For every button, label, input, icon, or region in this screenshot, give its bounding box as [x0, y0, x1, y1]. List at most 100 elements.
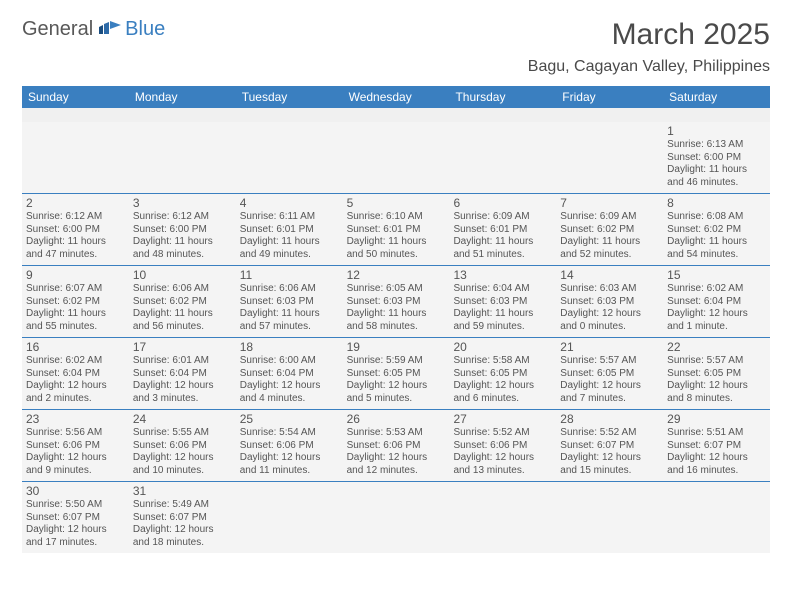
weekday-header: Tuesday: [236, 86, 343, 108]
day-line: Sunrise: 5:50 AM: [26, 499, 125, 512]
day-line: Daylight: 11 hours: [26, 308, 125, 321]
day-line: Sunrise: 6:00 AM: [240, 355, 339, 368]
day-line: Sunrise: 6:11 AM: [240, 211, 339, 224]
day-cell: 13Sunrise: 6:04 AMSunset: 6:03 PMDayligh…: [449, 266, 556, 337]
day-line: Sunrise: 5:53 AM: [347, 427, 446, 440]
day-line: Daylight: 11 hours: [133, 308, 232, 321]
day-line: Sunset: 6:03 PM: [453, 296, 552, 309]
day-number: 20: [453, 340, 552, 354]
day-number: 3: [133, 196, 232, 210]
day-line: and 1 minute.: [667, 321, 766, 334]
day-line: Daylight: 11 hours: [133, 236, 232, 249]
day-line: Sunset: 6:06 PM: [240, 440, 339, 453]
day-line: Sunset: 6:06 PM: [133, 440, 232, 453]
week-row: 30Sunrise: 5:50 AMSunset: 6:07 PMDayligh…: [22, 482, 770, 553]
day-number: 21: [560, 340, 659, 354]
day-line: and 55 minutes.: [26, 321, 125, 334]
day-number: 19: [347, 340, 446, 354]
day-line: and 56 minutes.: [133, 321, 232, 334]
week-row: 1Sunrise: 6:13 AMSunset: 6:00 PMDaylight…: [22, 122, 770, 194]
day-cell: 22Sunrise: 5:57 AMSunset: 6:05 PMDayligh…: [663, 338, 770, 409]
day-line: Sunrise: 6:09 AM: [560, 211, 659, 224]
day-number: 16: [26, 340, 125, 354]
day-line: Daylight: 12 hours: [133, 452, 232, 465]
day-line: Daylight: 12 hours: [347, 380, 446, 393]
day-line: and 54 minutes.: [667, 249, 766, 262]
day-line: Sunrise: 6:05 AM: [347, 283, 446, 296]
empty-cell: [343, 482, 450, 553]
weekday-header: Sunday: [22, 86, 129, 108]
day-line: Sunset: 6:02 PM: [560, 224, 659, 237]
day-line: Sunrise: 6:03 AM: [560, 283, 659, 296]
day-line: Daylight: 12 hours: [667, 308, 766, 321]
day-cell: 31Sunrise: 5:49 AMSunset: 6:07 PMDayligh…: [129, 482, 236, 553]
empty-cell: [22, 122, 129, 193]
day-line: Sunrise: 5:52 AM: [453, 427, 552, 440]
day-cell: 25Sunrise: 5:54 AMSunset: 6:06 PMDayligh…: [236, 410, 343, 481]
day-line: Daylight: 11 hours: [240, 308, 339, 321]
day-line: Daylight: 12 hours: [347, 452, 446, 465]
day-line: Sunset: 6:04 PM: [26, 368, 125, 381]
day-number: 4: [240, 196, 339, 210]
day-line: Sunrise: 6:07 AM: [26, 283, 125, 296]
day-line: Daylight: 12 hours: [667, 380, 766, 393]
day-line: Sunrise: 5:49 AM: [133, 499, 232, 512]
day-line: Sunrise: 5:55 AM: [133, 427, 232, 440]
day-line: Daylight: 12 hours: [667, 452, 766, 465]
day-line: Sunset: 6:04 PM: [133, 368, 232, 381]
day-line: Daylight: 12 hours: [560, 452, 659, 465]
day-line: Sunset: 6:02 PM: [133, 296, 232, 309]
day-cell: 6Sunrise: 6:09 AMSunset: 6:01 PMDaylight…: [449, 194, 556, 265]
day-cell: 27Sunrise: 5:52 AMSunset: 6:06 PMDayligh…: [449, 410, 556, 481]
day-number: 5: [347, 196, 446, 210]
day-number: 28: [560, 412, 659, 426]
day-number: 8: [667, 196, 766, 210]
empty-cell: [236, 482, 343, 553]
empty-cell: [343, 122, 450, 193]
day-line: Daylight: 12 hours: [26, 524, 125, 537]
day-line: Daylight: 11 hours: [240, 236, 339, 249]
logo-text-blue: Blue: [125, 18, 165, 41]
day-line: Daylight: 11 hours: [26, 236, 125, 249]
day-line: Sunset: 6:05 PM: [453, 368, 552, 381]
day-line: Daylight: 12 hours: [26, 452, 125, 465]
empty-cell: [663, 482, 770, 553]
day-line: and 3 minutes.: [133, 393, 232, 406]
day-line: Daylight: 12 hours: [560, 308, 659, 321]
day-cell: 23Sunrise: 5:56 AMSunset: 6:06 PMDayligh…: [22, 410, 129, 481]
day-line: and 2 minutes.: [26, 393, 125, 406]
day-line: Sunset: 6:05 PM: [560, 368, 659, 381]
day-line: Sunrise: 5:59 AM: [347, 355, 446, 368]
day-number: 1: [667, 124, 766, 138]
day-line: Sunrise: 6:06 AM: [240, 283, 339, 296]
empty-cell: [449, 482, 556, 553]
day-cell: 17Sunrise: 6:01 AMSunset: 6:04 PMDayligh…: [129, 338, 236, 409]
day-line: and 13 minutes.: [453, 465, 552, 478]
weekday-header-row: SundayMondayTuesdayWednesdayThursdayFrid…: [22, 86, 770, 108]
day-line: Daylight: 12 hours: [240, 452, 339, 465]
day-line: Sunset: 6:05 PM: [347, 368, 446, 381]
day-number: 18: [240, 340, 339, 354]
day-line: Sunrise: 5:56 AM: [26, 427, 125, 440]
day-line: Sunrise: 5:57 AM: [560, 355, 659, 368]
day-number: 14: [560, 268, 659, 282]
empty-cell: [236, 122, 343, 193]
day-line: Sunset: 6:02 PM: [26, 296, 125, 309]
day-line: Sunrise: 6:02 AM: [667, 283, 766, 296]
day-number: 2: [26, 196, 125, 210]
day-line: Sunrise: 6:06 AM: [133, 283, 232, 296]
day-cell: 16Sunrise: 6:02 AMSunset: 6:04 PMDayligh…: [22, 338, 129, 409]
page-title: March 2025: [528, 18, 770, 52]
day-cell: 12Sunrise: 6:05 AMSunset: 6:03 PMDayligh…: [343, 266, 450, 337]
week-row: 23Sunrise: 5:56 AMSunset: 6:06 PMDayligh…: [22, 410, 770, 482]
day-number: 7: [560, 196, 659, 210]
day-line: and 49 minutes.: [240, 249, 339, 262]
day-cell: 19Sunrise: 5:59 AMSunset: 6:05 PMDayligh…: [343, 338, 450, 409]
day-line: and 11 minutes.: [240, 465, 339, 478]
day-cell: 15Sunrise: 6:02 AMSunset: 6:04 PMDayligh…: [663, 266, 770, 337]
weekday-header: Monday: [129, 86, 236, 108]
day-line: Daylight: 11 hours: [667, 164, 766, 177]
day-line: Sunset: 6:06 PM: [26, 440, 125, 453]
day-number: 6: [453, 196, 552, 210]
day-number: 26: [347, 412, 446, 426]
